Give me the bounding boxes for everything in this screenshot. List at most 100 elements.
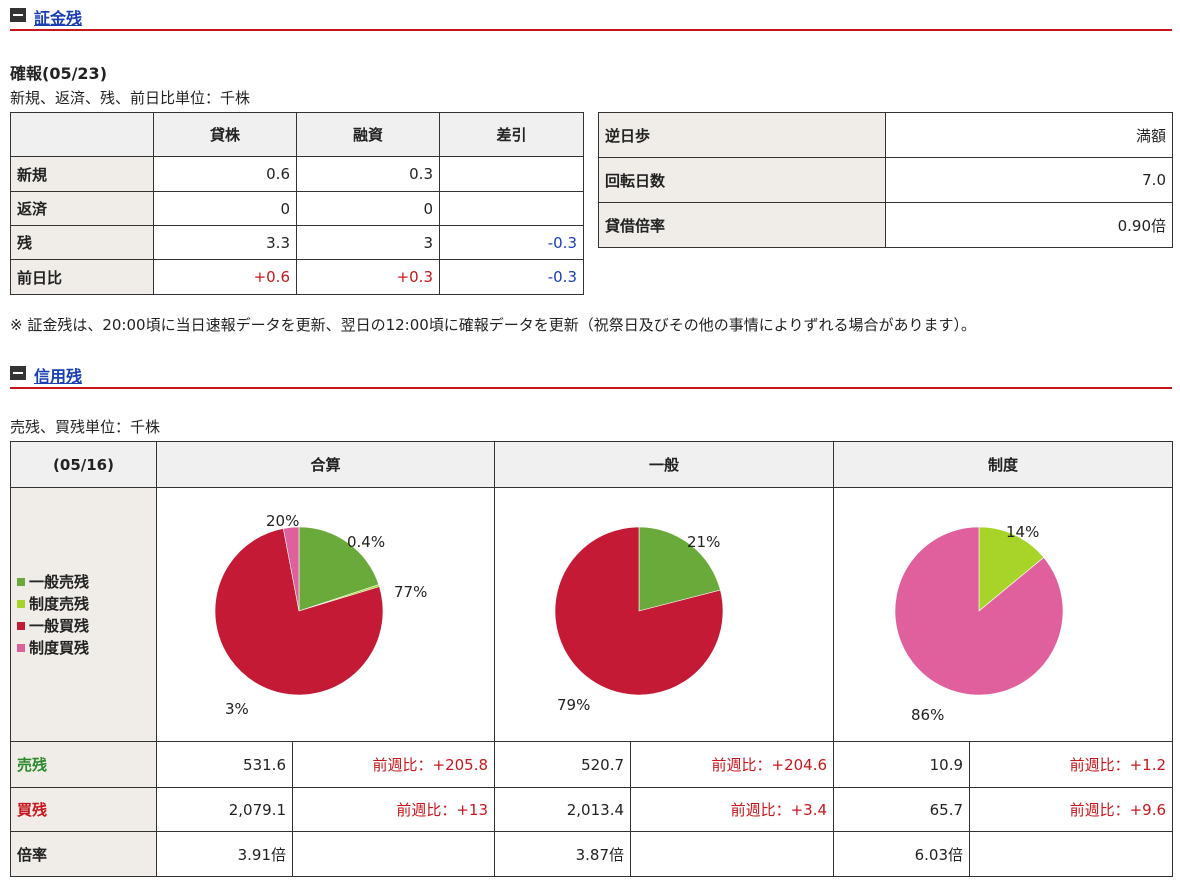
cell-value: 520.7 <box>494 741 632 788</box>
header-system: 制度 <box>833 441 1174 488</box>
row-label-buy: 買残 <box>10 787 157 832</box>
legend-item: 一般買残 <box>17 615 150 637</box>
row-label: 逆日歩 <box>598 112 886 158</box>
pie-chart-system: 14% 86% <box>894 523 1064 724</box>
cell-diff <box>439 191 584 226</box>
pie-slice-label: 14% <box>1006 523 1039 541</box>
header-diff: 差引 <box>439 112 584 157</box>
cell-diff: -0.3 <box>439 259 584 295</box>
legend-swatch <box>17 621 25 630</box>
legend-swatch <box>17 643 25 652</box>
pie-slice <box>638 526 721 612</box>
header-date: (05/16) <box>10 441 157 488</box>
row-label-sell: 売残 <box>10 741 157 788</box>
pie-slice-label: 79% <box>557 696 590 714</box>
pie-cell-system: 14% 86% <box>833 487 1174 742</box>
cell-lend: +0.6 <box>153 259 297 295</box>
header-general: 一般 <box>494 441 835 488</box>
pie-slice <box>298 526 380 612</box>
cell-loan: +0.3 <box>296 259 440 295</box>
row-label-ratio: 倍率 <box>10 831 157 877</box>
cell-loan: 3 <box>296 225 440 260</box>
cell-value: 65.7 <box>833 787 971 832</box>
header-combined: 合算 <box>155 441 496 488</box>
cell-value: 531.6 <box>156 741 293 788</box>
legend-swatch <box>17 599 25 608</box>
legend-item: 制度売残 <box>17 593 150 615</box>
shokin-side-table: 逆日歩 満額 回転日数 7.0 貸借倍率 0.90倍 <box>598 112 1173 248</box>
collapse-icon[interactable] <box>10 8 26 22</box>
table-row: 残 3.3 3 -0.3 <box>10 225 584 260</box>
cell-change <box>630 831 835 877</box>
cell-change: 前週比：+13 <box>291 787 496 832</box>
pie-chart-combined: 20% 0.4% 77% 3% <box>214 512 427 718</box>
legend-label: 一般買残 <box>29 616 90 635</box>
cell-change: 前週比：+205.8 <box>291 741 496 788</box>
cell-loan: 0.3 <box>296 156 440 192</box>
cell-change: 前週比：+9.6 <box>969 787 1174 832</box>
row-label: 新規 <box>10 156 154 192</box>
row-label: 前日比 <box>10 259 154 295</box>
cell-lend: 0 <box>153 191 297 226</box>
pie-slice-label: 77% <box>394 583 427 601</box>
legend-item: 一般売残 <box>17 571 150 593</box>
header-lend: 貸株 <box>153 112 297 157</box>
legend-label: 一般売残 <box>29 572 90 591</box>
section-header-shokin: 証金残 <box>10 5 1172 31</box>
shinyo-table: (05/16) 合算 一般 制度 一般売残 制度売残 一般買残 制度買残 20%… <box>10 441 1174 877</box>
shokin-table: 貸株 融資 差引 新規 0.6 0.3 返済 0 0 残 3.3 3 -0.3 … <box>10 112 584 295</box>
legend-swatch <box>17 577 25 586</box>
pie-cell-combined: 20% 0.4% 77% 3% <box>155 487 496 742</box>
header-loan: 融資 <box>296 112 440 157</box>
cell-change: 前週比：+3.4 <box>630 787 835 832</box>
table-row: 売残 531.6 前週比：+205.8 520.7 前週比：+204.6 10.… <box>10 741 1174 788</box>
legend: 一般売残 制度売残 一般買残 制度買残 <box>10 487 157 742</box>
pie-chart-general: 21% 79% <box>554 526 724 714</box>
collapse-icon[interactable] <box>10 366 26 380</box>
cell-value: 3.91倍 <box>156 831 293 877</box>
table-row: 新規 0.6 0.3 <box>10 156 584 192</box>
legend-label: 制度売残 <box>29 594 90 613</box>
cell-value: 満額 <box>885 112 1173 158</box>
pie-cell-general: 21% 79% <box>494 487 835 742</box>
pie-slice-label: 86% <box>911 706 944 724</box>
section-header-shinyo: 信用残 <box>10 363 1172 389</box>
row-label: 貸借倍率 <box>598 202 886 248</box>
section-title-link[interactable]: 信用残 <box>34 367 83 386</box>
legend-item: 制度買残 <box>17 637 150 659</box>
legend-label: 制度買残 <box>29 638 90 657</box>
pie-slice <box>554 526 724 696</box>
unit-note: 新規、返済、残、前日比単位：千株 <box>10 89 251 107</box>
cell-change: 前週比：+1.2 <box>969 741 1174 788</box>
cell-value: 7.0 <box>885 157 1173 203</box>
cell-diff: -0.3 <box>439 225 584 260</box>
pie-slice-label: 21% <box>687 533 720 551</box>
cell-change <box>291 831 496 877</box>
row-label: 返済 <box>10 191 154 226</box>
cell-value: 2,079.1 <box>156 787 293 832</box>
pie-slice-label: 3% <box>225 700 249 718</box>
header-empty <box>10 112 154 157</box>
unit-note: 売残、買残単位：千株 <box>10 418 161 436</box>
table-row: 返済 0 0 <box>10 191 584 226</box>
row-label: 回転日数 <box>598 157 886 203</box>
cell-diff <box>439 156 584 192</box>
footnote: ※ 証金残は、20:00頃に当日速報データを更新、翌日の12:00頃に確報データ… <box>10 316 976 334</box>
pie-slice <box>894 526 1064 696</box>
pie-slice-label: 0.4% <box>347 533 385 551</box>
cell-change <box>969 831 1174 877</box>
cell-value: 0.90倍 <box>885 202 1173 248</box>
row-label: 残 <box>10 225 154 260</box>
pie-slice <box>214 528 384 696</box>
cell-value: 3.87倍 <box>494 831 632 877</box>
cell-lend: 3.3 <box>153 225 297 260</box>
cell-change: 前週比：+204.6 <box>630 741 835 788</box>
cell-value: 6.03倍 <box>833 831 971 877</box>
cell-lend: 0.6 <box>153 156 297 192</box>
section-title-link[interactable]: 証金残 <box>34 9 83 28</box>
cell-value: 10.9 <box>833 741 971 788</box>
table-row: 前日比 +0.6 +0.3 -0.3 <box>10 259 584 295</box>
cell-value: 2,013.4 <box>494 787 632 832</box>
confirmed-date-label: 確報(05/23) <box>10 64 108 83</box>
table-row: 倍率 3.91倍 3.87倍 6.03倍 <box>10 831 1174 877</box>
